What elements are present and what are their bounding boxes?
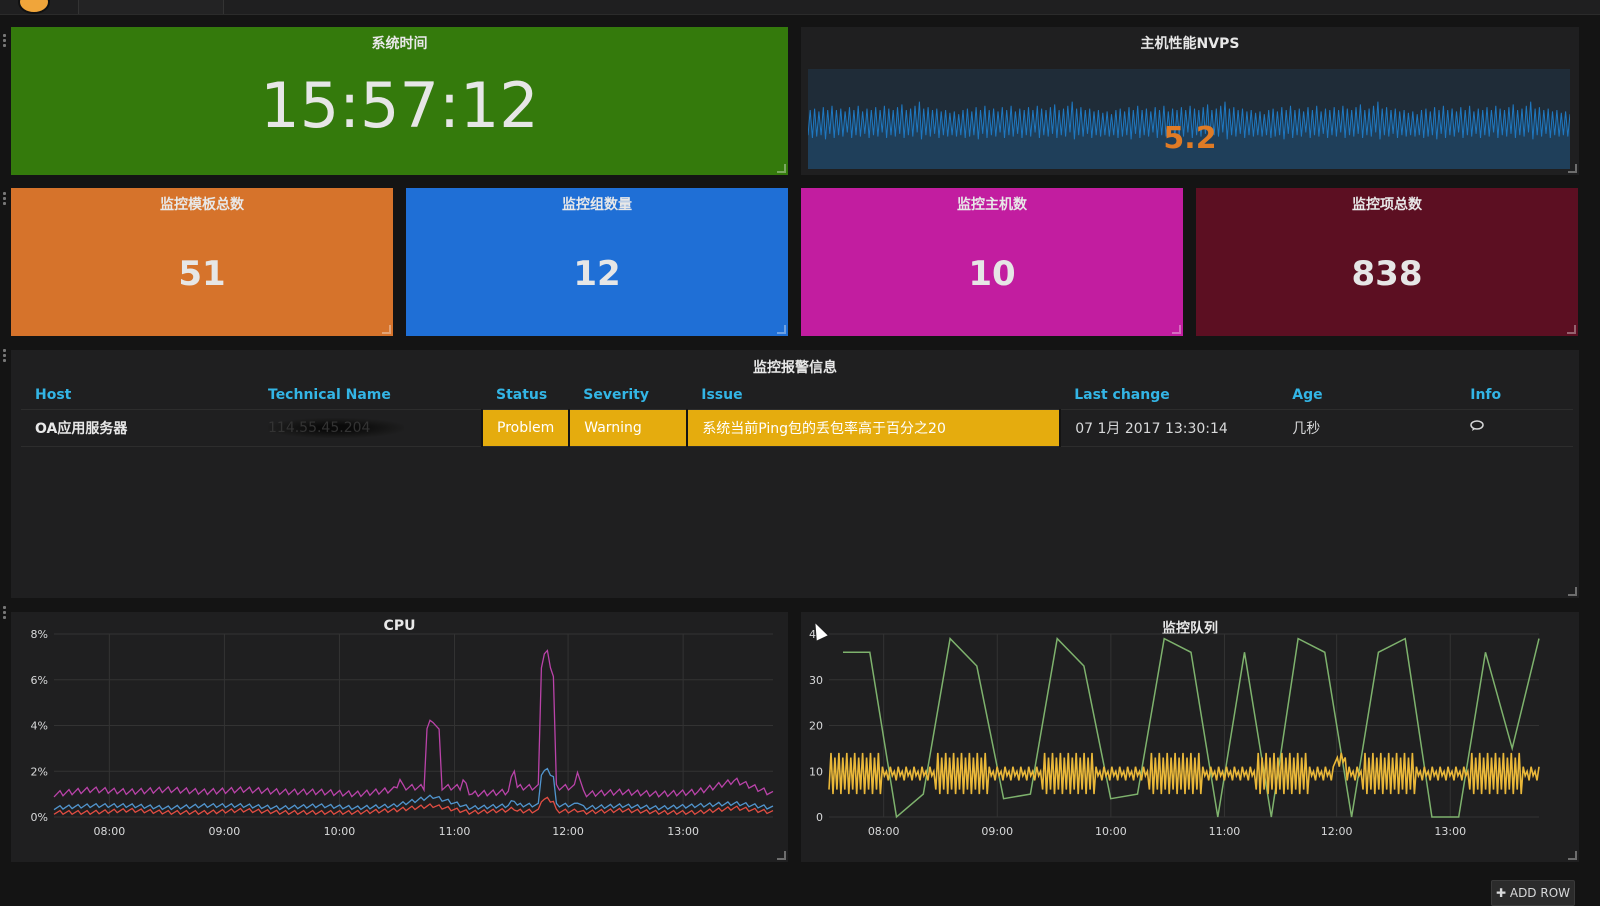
nvps-panel: 主机性能NVPS 5.2 (801, 27, 1579, 175)
cpu-chart-panel: CPU 0% 2% 4% 6% 8% 08:00 09:00 10:00 11:00 12:00 1… (11, 612, 788, 862)
row-handle-2[interactable] (3, 192, 6, 207)
queue-chart-title[interactable]: 监控队列 (1162, 621, 1218, 637)
column-header-age[interactable]: Age (1292, 387, 1323, 403)
column-header-info[interactable]: Info (1470, 387, 1502, 403)
y-tick-label: 6% (31, 674, 48, 687)
panel-resize-handle[interactable] (777, 164, 786, 173)
panel-resize-handle[interactable] (382, 325, 391, 334)
host-count-title[interactable]: 监控主机数 (957, 197, 1027, 213)
panel-resize-handle[interactable] (777, 851, 786, 860)
x-tick-label: 12:00 (552, 825, 584, 838)
cpu-series-line-1 (53, 767, 774, 811)
panel-resize-handle[interactable] (1568, 164, 1577, 173)
alerts-table: Host Technical Name Status Severity Issu… (21, 381, 1573, 447)
x-tick-label: 10:00 (1095, 825, 1127, 838)
y-tick-label: 0% (31, 811, 48, 824)
panel-resize-handle[interactable] (1172, 325, 1181, 334)
y-tick-label: 2% (31, 765, 48, 778)
add-row-button[interactable]: ✚ ADD ROW (1491, 880, 1575, 906)
dashboard-title-tab[interactable] (78, 0, 224, 14)
template-count-panel: 监控模板总数 51 (11, 188, 393, 336)
row-handle-4[interactable] (3, 606, 6, 621)
y-tick-label: 8% (31, 628, 48, 641)
panel-resize-handle[interactable] (777, 325, 786, 334)
group-count-title[interactable]: 监控组数量 (562, 197, 632, 213)
host-count-panel: 监控主机数 10 (801, 188, 1183, 336)
group-count-value: 12 (573, 254, 621, 294)
template-count-title[interactable]: 监控模板总数 (160, 197, 244, 213)
item-count-title[interactable]: 监控项总数 (1352, 197, 1422, 213)
cpu-series-line-2 (53, 796, 774, 816)
item-count-value: 838 (1351, 254, 1423, 294)
cell-host: OA应用服务器 (21, 409, 254, 447)
y-tick-label: 0 (816, 811, 823, 824)
column-header-technical-name[interactable]: Technical Name (268, 387, 391, 403)
column-header-host[interactable]: Host (35, 387, 72, 403)
x-tick-label: 13:00 (1434, 825, 1466, 838)
clock-panel-title[interactable]: 系统时间 (371, 36, 428, 52)
column-header-status[interactable]: Status (496, 387, 548, 403)
x-tick-label: 12:00 (1321, 825, 1353, 838)
nvps-panel-title[interactable]: 主机性能NVPS (1140, 36, 1240, 52)
y-tick-label: 20 (809, 720, 823, 733)
cell-last-change: 07 1月 2017 13:30:14 (1060, 409, 1279, 447)
x-tick-label: 09:00 (209, 825, 241, 838)
top-navbar (0, 0, 1600, 15)
clock-panel: 系统时间 15:57:12 (11, 27, 788, 175)
queue-series-line-1 (828, 752, 1540, 795)
y-tick-label: 4% (31, 720, 48, 733)
item-count-panel: 监控项总数 838 (1196, 188, 1578, 336)
cell-status: Problem (480, 409, 571, 447)
cell-severity: Warning (568, 409, 689, 447)
cpu-chart: 0% 2% 4% 6% 8% 08:00 09:00 10:00 11:00 12:00 13:00 (31, 628, 774, 838)
panel-resize-handle[interactable] (1567, 325, 1576, 334)
grafana-logo-icon[interactable] (18, 0, 50, 14)
alerts-header-row: Host Technical Name Status Severity Issu… (21, 381, 1573, 410)
template-count-value: 51 (178, 254, 226, 294)
queue-series-line-0 (843, 637, 1540, 819)
x-tick-label: 08:00 (94, 825, 126, 838)
x-tick-label: 08:00 (868, 825, 900, 838)
group-count-panel: 监控组数量 12 (406, 188, 788, 336)
nvps-sparkline (808, 69, 1570, 169)
y-tick-label: 10 (809, 765, 823, 778)
column-header-issue[interactable]: Issue (701, 387, 743, 403)
host-count-value: 10 (968, 254, 1016, 294)
x-tick-label: 10:00 (324, 825, 356, 838)
panel-resize-handle[interactable] (1568, 587, 1577, 596)
queue-chart: 0 10 20 30 40 08:00 09:00 10:00 11:00 12:00 13:00 (809, 628, 1540, 838)
x-tick-label: 11:00 (439, 825, 471, 838)
comment-icon[interactable] (1470, 420, 1484, 436)
row-handle-3[interactable] (3, 349, 6, 364)
table-row[interactable]: OA应用服务器 114.55.45.204 Problem Warning 系统… (21, 409, 1573, 447)
y-tick-label: 30 (809, 674, 823, 687)
cell-info[interactable] (1456, 409, 1573, 447)
alerts-panel: 监控报警信息 Host Technical Name Status Severi… (11, 350, 1579, 598)
x-tick-label: 09:00 (981, 825, 1013, 838)
y-tick-label: 40 (809, 628, 823, 641)
row-handle-1[interactable] (3, 34, 6, 49)
cell-issue: 系统当前Ping包的丢包率高于百分之20 (686, 409, 1062, 447)
cpu-chart-title[interactable]: CPU (383, 618, 416, 634)
sparkline-line (808, 101, 1570, 140)
panel-resize-handle[interactable] (1568, 851, 1577, 860)
cell-age: 几秒 (1278, 409, 1457, 447)
alerts-panel-title[interactable]: 监控报警信息 (753, 360, 837, 376)
x-tick-label: 11:00 (1209, 825, 1241, 838)
column-header-last-change[interactable]: Last change (1074, 387, 1170, 403)
queue-chart-panel: 监控队列 0 10 20 30 40 08:00 09:00 10:00 11:00 12:00 1… (801, 612, 1579, 862)
x-tick-label: 13:00 (667, 825, 699, 838)
cpu-series-line-0 (53, 649, 774, 798)
column-header-severity[interactable]: Severity (583, 387, 649, 403)
nvps-value: 5.2 (1163, 121, 1217, 156)
cell-technical-name: 114.55.45.204 (254, 409, 482, 447)
clock-time: 15:57:12 (260, 69, 539, 142)
redacted-ip: 114.55.45.204 (268, 418, 405, 438)
